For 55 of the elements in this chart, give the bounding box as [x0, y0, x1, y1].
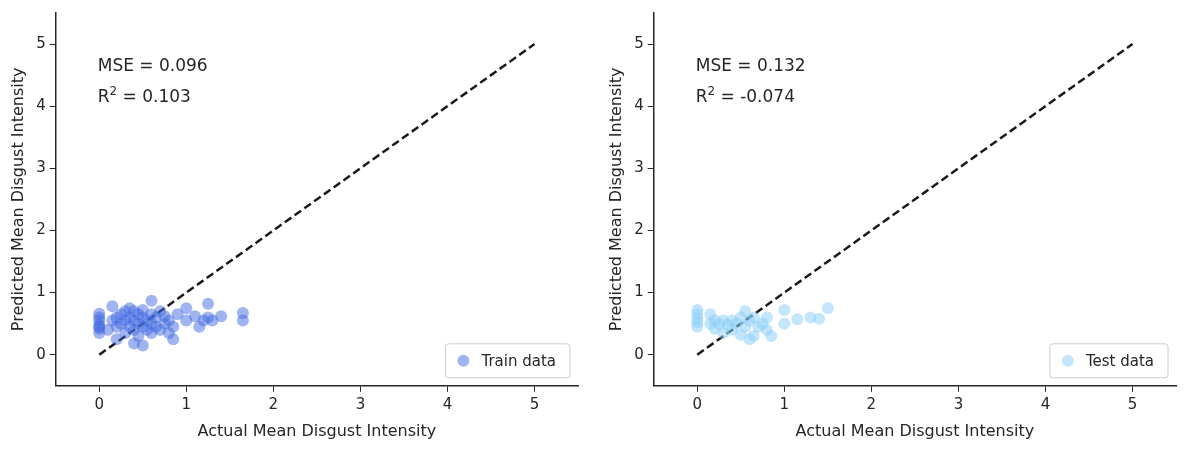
x-tick-label: 3: [355, 394, 366, 413]
y-tick-label: 1: [36, 282, 46, 301]
point: [167, 333, 180, 346]
x-tick-label: 4: [1040, 394, 1051, 413]
point: [778, 317, 791, 330]
y-tick-label: 2: [36, 220, 46, 239]
point: [215, 310, 228, 323]
y-tick-label: 2: [634, 220, 644, 239]
x-tick-label: 0: [692, 394, 703, 413]
point: [136, 304, 149, 316]
point: [167, 320, 180, 333]
point: [739, 305, 752, 318]
y-tick-label: 5: [36, 33, 46, 52]
point: [236, 314, 249, 327]
point: [202, 297, 215, 310]
x-tick-label: 1: [181, 394, 192, 413]
point: [180, 302, 193, 315]
x-tick-label: 5: [1127, 394, 1138, 413]
legend-label: Train data: [480, 351, 556, 370]
x-tick-label: 0: [94, 394, 105, 413]
y-tick-label: 4: [36, 96, 46, 115]
x-axis-title: Actual Mean Disgust Intensity: [795, 420, 1035, 440]
y-tick-label: 5: [634, 33, 644, 52]
point: [778, 304, 791, 316]
point: [821, 302, 834, 315]
point: [93, 307, 106, 320]
x-tick-label: 2: [866, 394, 877, 413]
y-tick-label: 0: [634, 344, 644, 363]
annotation: MSE = 0.132: [695, 55, 806, 75]
x-tick-label: 2: [268, 394, 279, 413]
y-axis-title: Predicted Mean Disgust Intensity: [7, 67, 27, 332]
point: [813, 312, 826, 325]
x-tick-label: 5: [529, 394, 540, 413]
y-tick-label: 1: [634, 282, 644, 301]
point: [136, 339, 149, 352]
x-tick-label: 3: [953, 394, 964, 413]
annotation: MSE = 0.096: [97, 55, 208, 75]
legend-label: Test data: [1084, 351, 1154, 370]
y-tick-label: 0: [36, 344, 46, 363]
point: [145, 294, 158, 307]
point: [106, 300, 119, 313]
point: [189, 310, 202, 323]
y-axis-title: Predicted Mean Disgust Intensity: [605, 67, 625, 332]
point: [691, 304, 704, 316]
x-tick-label: 4: [442, 394, 453, 413]
y-tick-label: 4: [634, 96, 644, 115]
point: [765, 330, 778, 343]
point: [110, 333, 123, 346]
point: [791, 313, 804, 326]
x-axis-title: Actual Mean Disgust Intensity: [197, 420, 437, 440]
point: [760, 311, 773, 324]
point: [747, 330, 760, 343]
x-tick-label: 1: [779, 394, 790, 413]
y-tick-label: 3: [634, 158, 644, 177]
y-tick-label: 3: [36, 158, 46, 177]
